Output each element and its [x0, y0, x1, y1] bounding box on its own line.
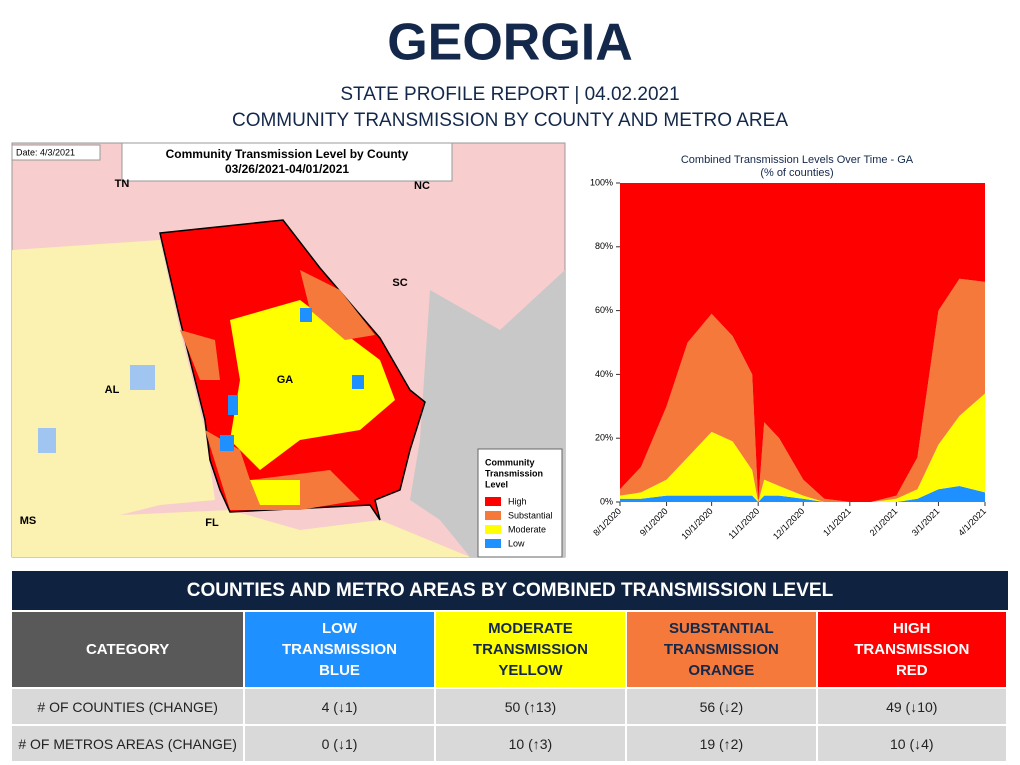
- y-tick-label: 40%: [595, 369, 613, 379]
- state-label: SC: [392, 277, 407, 289]
- header-line: SUBSTANTIAL: [668, 620, 774, 637]
- chart-subtitle: (% of counties): [760, 167, 833, 179]
- x-tick-label: 11/1/2020: [726, 506, 761, 541]
- map-date: Date: 4/3/2021: [16, 147, 75, 157]
- table-row: # OF COUNTIES (CHANGE) 4 (↓1) 50 (↑13) 56 (…: [12, 687, 1008, 724]
- area: [620, 486, 985, 502]
- header-line: MODERATE: [488, 620, 573, 637]
- canvas: GEORGIA STATE PROFILE REPORT | 04.02.202…: [11, 14, 988, 558]
- header-line: TRANSMISSION: [854, 641, 970, 658]
- header-cell: SUBSTANTIAL TRANSMISSION ORANGE: [627, 612, 816, 687]
- x-tick-label: 3/1/2021: [910, 506, 942, 538]
- area: [620, 183, 985, 502]
- header-line: BLUE: [319, 662, 360, 679]
- table-row: # OF METROS AREAS (CHANGE) 0 (↓1) 10 (↑3) 1…: [12, 724, 1008, 761]
- table-cell: 19 (↑2): [627, 726, 816, 761]
- subtitle: COMMUNITY TRANSMISSION BY COUNTY AND MET…: [232, 110, 788, 131]
- table-cell: 50 (↑13): [435, 689, 626, 724]
- legend-label: High: [508, 496, 527, 506]
- subtitle: STATE PROFILE REPORT | 04.02.2021: [340, 84, 679, 105]
- x-tick-label: 10/1/2020: [679, 506, 714, 541]
- table: COUNTIES AND METRO AREAS BY COMBINED TRA…: [12, 571, 1008, 761]
- legend-swatch: [485, 511, 501, 520]
- header-line: TRANSMISSION: [472, 641, 588, 658]
- table-cell: 56 (↓2): [627, 689, 816, 724]
- y-tick-label: 60%: [595, 305, 613, 315]
- map-range: 03/26/2021-04/01/2021: [225, 162, 349, 176]
- header-row: CATEGORY LOW TRANSMISSION BLUE MODERATE TRANS…: [12, 610, 1008, 687]
- header-line: TRANSMISSION: [282, 641, 398, 658]
- legend-label: Substantial: [508, 510, 553, 520]
- state-label: GA: [277, 374, 294, 386]
- table-title: COUNTIES AND METRO AREAS BY COMBINED TRA…: [12, 571, 1008, 610]
- table-cell: # OF COUNTIES (CHANGE): [12, 689, 244, 724]
- chart-title: Combined Transmission Levels Over Time -…: [681, 154, 914, 166]
- page-title: GEORGIA: [387, 14, 633, 72]
- x-tick-label: 9/1/2020: [638, 506, 670, 538]
- header-line: ORANGE: [688, 662, 755, 679]
- header-cell: HIGH TRANSMISSION RED: [817, 612, 1006, 687]
- map: [11, 142, 566, 558]
- header-line: CATEGORY: [85, 641, 170, 658]
- state-label: AL: [105, 384, 120, 396]
- legend-swatch: [485, 525, 501, 534]
- legend-label: Low: [508, 538, 525, 548]
- header-cell: MODERATE TRANSMISSION YELLOW: [435, 612, 626, 687]
- y-tick-label: 80%: [595, 241, 613, 251]
- table-cell: 0 (↓1): [245, 726, 434, 761]
- y-tick-label: 20%: [595, 433, 613, 443]
- legend-swatch: [485, 497, 501, 506]
- table-cell: # OF METROS AREAS (CHANGE): [12, 726, 244, 761]
- x-tick-label: 4/1/2021: [956, 506, 988, 538]
- x-tick-label: 2/1/2021: [868, 506, 900, 538]
- table-cell: 49 (↓10): [817, 689, 1006, 724]
- legend-title: Community: [485, 457, 535, 467]
- table-cell: 10 (↓4): [817, 726, 1006, 761]
- header-line: RED: [895, 662, 928, 679]
- x-tick-label: 8/1/2020: [591, 506, 623, 538]
- legend-label: Moderate: [508, 524, 546, 534]
- header-cell: LOW TRANSMISSION BLUE: [245, 612, 434, 687]
- header-line: YELLOW: [498, 662, 563, 679]
- x-tick-label: 12/1/2020: [771, 506, 806, 541]
- header-line: TRANSMISSION: [663, 641, 779, 658]
- state-label: TN: [115, 178, 130, 190]
- map-title: Community Transmission Level by County: [166, 147, 409, 161]
- x-tick-label: 1/1/2021: [821, 506, 853, 538]
- y-tick-label: 0%: [600, 496, 613, 506]
- table-cell: 10 (↑3): [435, 726, 626, 761]
- state-label: MS: [20, 515, 37, 527]
- header-line: HIGH: [893, 620, 931, 637]
- area: [620, 278, 985, 502]
- area: [620, 393, 985, 502]
- state-label: NC: [414, 180, 430, 192]
- header-line: LOW: [322, 620, 357, 637]
- y-tick-label: 100%: [590, 177, 613, 187]
- legend-title: Level: [485, 479, 508, 489]
- table-cell: 4 (↓1): [245, 689, 434, 724]
- legend-swatch: [485, 539, 501, 548]
- legend-title: Transmission: [485, 468, 543, 478]
- header-cell: CATEGORY: [12, 612, 244, 687]
- state-label: FL: [205, 517, 219, 529]
